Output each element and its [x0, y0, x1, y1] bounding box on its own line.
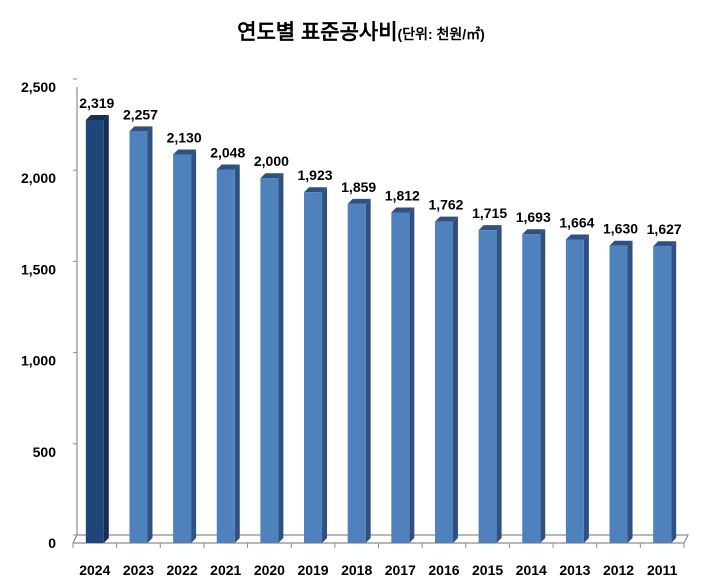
data-label: 1,693 [516, 209, 551, 225]
data-label: 2,000 [254, 153, 289, 169]
data-label: 1,627 [647, 221, 682, 237]
bar-side [671, 241, 677, 543]
bar-side [103, 115, 109, 543]
bar-side [540, 229, 546, 544]
bar [609, 245, 628, 544]
data-label: 1,859 [341, 179, 376, 195]
bar-top [522, 229, 546, 235]
bar [391, 212, 410, 543]
bar [216, 169, 235, 543]
bar-top [173, 149, 197, 155]
bar-top [434, 216, 458, 222]
bar-side [278, 173, 284, 543]
bar-top [347, 198, 371, 204]
x-tick-label: 2021 [210, 562, 241, 578]
x-tick-label: 2023 [123, 562, 154, 578]
x-tick-label: 2011 [647, 562, 678, 578]
x-tick-label: 2024 [79, 562, 110, 578]
bar [565, 239, 584, 544]
y-tick-label: 1,000 [21, 353, 56, 369]
floor [72, 534, 689, 544]
chart-title-unit: (단위: 천원/㎡) [397, 26, 485, 42]
data-label: 1,630 [603, 221, 638, 237]
data-label: 2,319 [79, 95, 114, 111]
x-tick-label: 2013 [559, 562, 590, 578]
bar-top [653, 241, 677, 247]
y-tick-label: 2,500 [21, 79, 56, 95]
chart-title: 연도별 표준공사비(단위: 천원/㎡) [0, 16, 722, 46]
bar-top [216, 164, 240, 170]
x-tick-label: 2020 [254, 562, 285, 578]
bar [173, 154, 192, 543]
bar-top [260, 173, 284, 179]
bar-top [478, 225, 502, 231]
data-label: 1,664 [559, 214, 594, 230]
bar [304, 192, 323, 543]
data-label: 1,715 [472, 205, 507, 221]
data-label: 1,812 [385, 187, 420, 203]
chart-title-main: 연도별 표준공사비 [237, 21, 398, 44]
x-tick-label: 2017 [385, 562, 416, 578]
bar-side [191, 149, 197, 543]
x-tick-label: 2012 [603, 562, 634, 578]
y-tick-label: 500 [33, 444, 57, 460]
bar-top [85, 115, 109, 121]
x-tick-label: 2014 [516, 562, 547, 578]
x-tick-label: 2022 [167, 562, 198, 578]
y-tick-label: 2,000 [21, 170, 56, 186]
y-tick-label: 1,500 [21, 261, 56, 277]
data-label: 2,130 [167, 129, 202, 145]
bar [478, 230, 497, 543]
x-tick-label: 2016 [428, 562, 459, 578]
bar-top [565, 234, 589, 240]
data-label: 2,257 [123, 106, 158, 122]
bar-top [129, 126, 153, 132]
bar-side [234, 164, 240, 543]
bar-top [391, 207, 415, 213]
bar [85, 120, 104, 543]
bar [347, 203, 366, 543]
bar-side [627, 240, 633, 544]
bar-side [496, 225, 502, 543]
bar-side [452, 216, 458, 543]
bar-top [609, 240, 633, 246]
bar [129, 131, 148, 544]
bar-top [304, 187, 328, 193]
bar [653, 246, 672, 543]
data-label: 1,923 [298, 167, 333, 183]
bar [434, 221, 453, 543]
data-label: 2,048 [210, 144, 245, 160]
bar-side [409, 207, 415, 543]
bar [522, 234, 541, 544]
bar-side [365, 198, 371, 543]
x-tick-label: 2019 [297, 562, 328, 578]
bar-side [147, 126, 153, 544]
x-tick-label: 2018 [341, 562, 372, 578]
y-tick-label: 0 [48, 535, 56, 551]
x-tick-label: 2015 [472, 562, 503, 578]
bar-side [583, 234, 589, 544]
bar [260, 178, 279, 543]
data-label: 1,762 [428, 197, 463, 213]
bar-side [322, 187, 328, 543]
